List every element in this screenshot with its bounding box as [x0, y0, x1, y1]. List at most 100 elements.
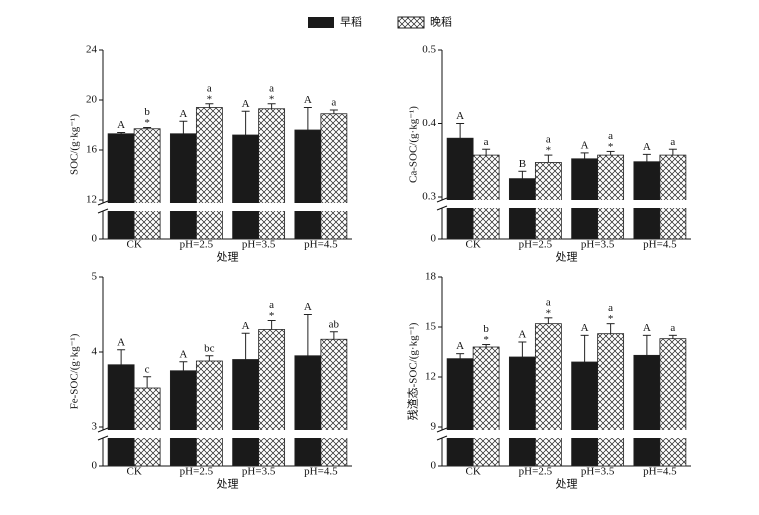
y-tick-label: 0 — [431, 460, 437, 472]
x-tick-label: pH=2.5 — [180, 239, 214, 251]
bar — [633, 354, 661, 467]
significance-star: * — [483, 334, 489, 346]
significance-letter: a — [207, 82, 212, 94]
bar — [258, 108, 286, 240]
x-axis-label: 处理 — [556, 251, 578, 264]
significance-letter: A — [456, 110, 464, 122]
significance-star: * — [546, 145, 552, 157]
bar — [508, 178, 536, 240]
x-tick-label: CK — [465, 239, 480, 251]
significance-star: * — [144, 117, 150, 129]
y-tick-label: 4 — [92, 346, 98, 358]
significance-letter: a — [546, 134, 551, 146]
significance-star: * — [608, 313, 614, 325]
y-tick-label: 16 — [86, 144, 98, 156]
bar — [508, 356, 536, 467]
y-tick-label: 0.4 — [422, 117, 436, 129]
significance-letter: A — [179, 348, 187, 360]
y-tick-label: 9 — [431, 421, 437, 433]
significance-letter: a — [608, 130, 613, 142]
significance-letter: A — [518, 329, 526, 341]
significance-letter: A — [304, 301, 312, 313]
axis-break-mark — [436, 197, 448, 203]
axis-break-mark — [436, 205, 448, 211]
bar — [534, 323, 562, 467]
y-axis-label: SOC/(g·kg⁻¹) — [69, 114, 81, 175]
bar — [232, 134, 260, 240]
significance-letter: A — [581, 139, 589, 151]
significance-letter: A — [643, 141, 651, 153]
bar — [472, 154, 500, 240]
significance-star: * — [269, 93, 275, 105]
bar — [659, 154, 687, 240]
bar — [320, 338, 348, 467]
x-axis-label: 处理 — [217, 251, 239, 264]
bar — [294, 129, 322, 240]
axis-break — [97, 430, 354, 438]
significance-letter: bc — [204, 342, 215, 354]
significance-letter: a — [670, 322, 675, 334]
significance-letter: A — [456, 340, 464, 352]
y-tick-label: 20 — [86, 94, 98, 106]
axis-break — [436, 430, 693, 438]
x-tick-label: CK — [465, 466, 480, 478]
y-tick-label: 0 — [92, 460, 98, 472]
y-tick-label: 15 — [425, 321, 437, 333]
bar — [195, 107, 223, 240]
y-tick-label: 0 — [92, 233, 98, 245]
axis-break-mark — [97, 435, 109, 441]
y-tick-label: 24 — [86, 44, 98, 56]
x-tick-label: pH=3.5 — [242, 239, 276, 251]
x-tick-label: pH=2.5 — [519, 239, 553, 251]
bar — [571, 361, 599, 467]
bar — [107, 364, 135, 467]
bar — [195, 360, 223, 467]
bar — [571, 158, 599, 240]
significance-letter: B — [519, 158, 526, 170]
y-axis-label: 残渣态-SOC/(g·kg⁻¹) — [406, 322, 420, 420]
y-tick-label: 12 — [86, 194, 97, 206]
significance-letter: a — [546, 296, 551, 308]
y-tick-label: 0 — [431, 233, 437, 245]
x-tick-label: CK — [126, 239, 141, 251]
bar — [472, 346, 500, 467]
significance-letter: A — [581, 322, 589, 334]
significance-star: * — [269, 310, 275, 322]
significance-letter: A — [304, 94, 312, 106]
y-axis-label: Ca-SOC/(g·kg⁻¹) — [408, 106, 420, 183]
significance-letter: A — [242, 320, 250, 332]
significance-star: * — [546, 307, 552, 319]
bar — [597, 333, 625, 467]
axis-break-mark — [436, 427, 448, 433]
y-tick-label: 0.3 — [422, 191, 436, 203]
axis-break-mark — [97, 200, 109, 206]
bar — [659, 338, 687, 467]
legend-swatch — [397, 16, 425, 29]
bar — [446, 358, 474, 467]
significance-letter: c — [145, 363, 150, 375]
x-tick-label: pH=4.5 — [643, 466, 677, 478]
axis-break-mark — [97, 208, 109, 214]
bar — [446, 137, 474, 240]
x-tick-label: pH=2.5 — [519, 466, 553, 478]
bar — [169, 133, 197, 240]
axis-break-mark — [436, 435, 448, 441]
significance-letter: a — [670, 136, 675, 148]
axis-break — [97, 203, 354, 211]
bar — [320, 113, 348, 240]
x-tick-label: pH=4.5 — [304, 239, 338, 251]
y-axis-label: Fe-SOC/(g·kg⁻¹) — [69, 333, 81, 409]
x-tick-label: pH=3.5 — [242, 466, 276, 478]
bar — [133, 128, 161, 240]
x-axis-label: 处理 — [217, 478, 239, 491]
significance-letter: a — [269, 299, 274, 311]
bar — [107, 133, 135, 240]
significance-letter: a — [484, 136, 489, 148]
y-tick-label: 18 — [425, 271, 437, 283]
x-tick-label: CK — [126, 466, 141, 478]
bar — [133, 387, 161, 467]
x-tick-label: pH=4.5 — [304, 466, 338, 478]
x-tick-label: pH=4.5 — [643, 239, 677, 251]
x-tick-label: pH=2.5 — [180, 466, 214, 478]
y-tick-label: 5 — [92, 271, 98, 283]
